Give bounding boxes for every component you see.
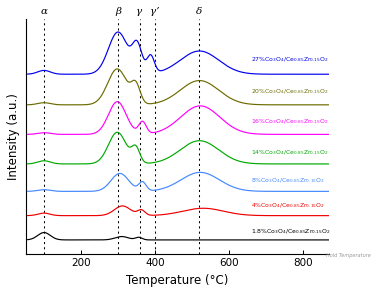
Text: 8%Co$_3$O$_4$/Ce$_{0.85}$Zr$_{0.15}$O$_2$: 8%Co$_3$O$_4$/Ce$_{0.85}$Zr$_{0.15}$O$_2… (251, 176, 325, 185)
Text: 16%Co$_3$O$_4$/Ce$_{0.85}$Zr$_{0.15}$O$_2$: 16%Co$_3$O$_4$/Ce$_{0.85}$Zr$_{0.15}$O$_… (251, 117, 329, 126)
Text: γ: γ (136, 7, 143, 16)
Text: 1.8%Co$_3$O$_4$/Ce$_{0.85}$Zr$_{0.15}$O$_2$: 1.8%Co$_3$O$_4$/Ce$_{0.85}$Zr$_{0.15}$O$… (251, 227, 331, 236)
Text: α: α (40, 7, 48, 16)
Text: β: β (115, 7, 121, 16)
X-axis label: Temperature (°C): Temperature (°C) (126, 274, 228, 287)
Text: δ: δ (196, 7, 203, 16)
Text: 4%Co$_3$O$_4$/Ce$_{0.85}$Zr$_{0.15}$O$_2$: 4%Co$_3$O$_4$/Ce$_{0.85}$Zr$_{0.15}$O$_2… (251, 202, 325, 211)
Text: 14%Co$_3$O$_4$/Ce$_{0.85}$Zr$_{0.15}$O$_2$: 14%Co$_3$O$_4$/Ce$_{0.85}$Zr$_{0.15}$O$_… (251, 148, 329, 156)
Y-axis label: Intensity (a.u.): Intensity (a.u.) (7, 93, 20, 180)
Text: Hold Temperature: Hold Temperature (326, 253, 371, 258)
Text: 20%Co$_3$O$_4$/Ce$_{0.85}$Zr$_{0.15}$O$_2$: 20%Co$_3$O$_4$/Ce$_{0.85}$Zr$_{0.15}$O$_… (251, 88, 329, 96)
Text: γ’: γ’ (150, 7, 160, 16)
Text: 27%Co$_3$O$_4$/Ce$_{0.85}$Zr$_{0.15}$O$_2$: 27%Co$_3$O$_4$/Ce$_{0.85}$Zr$_{0.15}$O$_… (251, 55, 329, 64)
